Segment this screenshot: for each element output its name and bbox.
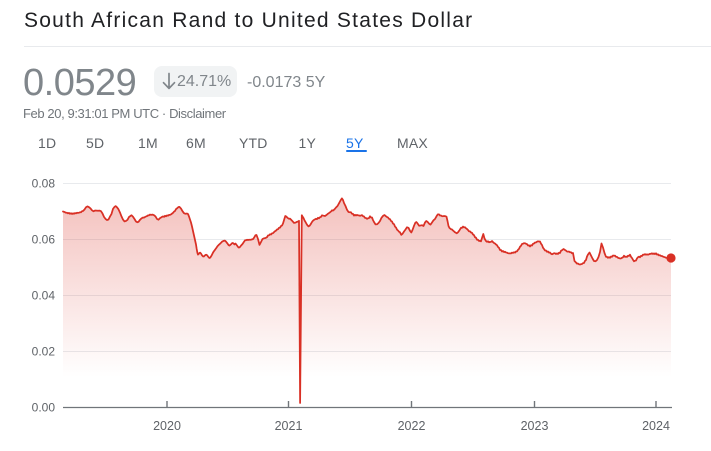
svg-text:0.06: 0.06: [32, 233, 56, 247]
svg-text:0.02: 0.02: [32, 345, 56, 359]
svg-text:2024: 2024: [642, 419, 670, 433]
svg-text:2023: 2023: [521, 419, 549, 433]
svg-text:0.08: 0.08: [32, 177, 56, 191]
svg-text:2021: 2021: [275, 419, 303, 433]
svg-text:0.00: 0.00: [32, 401, 56, 415]
svg-text:2022: 2022: [398, 419, 426, 433]
svg-text:2020: 2020: [153, 419, 181, 433]
svg-text:0.04: 0.04: [32, 289, 56, 303]
